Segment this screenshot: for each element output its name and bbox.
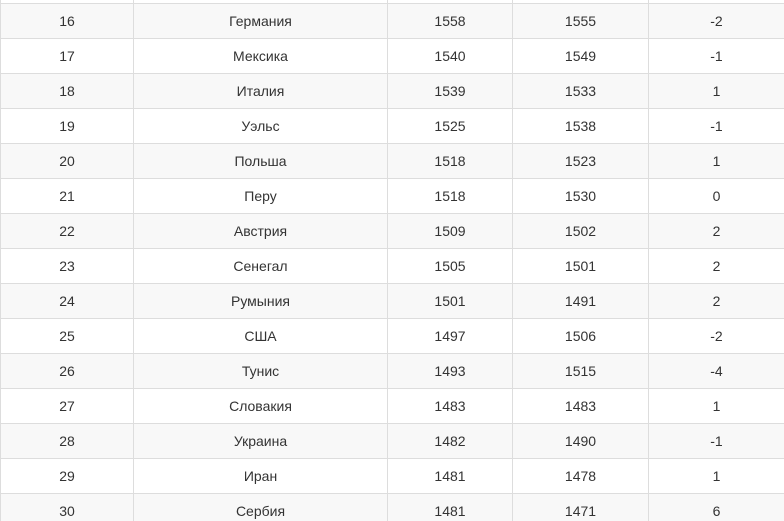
cell-change: 2 xyxy=(648,248,784,284)
cell-rating: 1481 xyxy=(387,458,513,494)
cell-rating: 1482 xyxy=(387,423,513,459)
cell-prev-rating: 1491 xyxy=(512,283,649,319)
cell-prev-rating: 1501 xyxy=(512,248,649,284)
cell-rating: 1509 xyxy=(387,213,513,249)
cell-prev-rating: 1523 xyxy=(512,143,649,179)
cell-rating: 1525 xyxy=(387,108,513,144)
table-row: 16 Германия 1558 1555 -2 xyxy=(0,3,784,39)
cell-prev-rating: 1515 xyxy=(512,353,649,389)
cell-change: 0 xyxy=(648,178,784,214)
cell-team: Германия xyxy=(133,3,388,39)
cell-rating: 1481 xyxy=(387,493,513,521)
cell-rank: 20 xyxy=(0,143,134,179)
cell-team: Перу xyxy=(133,178,388,214)
cell-prev-rating: 1538 xyxy=(512,108,649,144)
cell-rating: 1483 xyxy=(387,388,513,424)
cell-team: Иран xyxy=(133,458,388,494)
table-row: 23 Сенегал 1505 1501 2 xyxy=(0,248,784,284)
cell-change: -2 xyxy=(648,3,784,39)
cell-rank: 23 xyxy=(0,248,134,284)
cell-change: -1 xyxy=(648,108,784,144)
cell-rank: 24 xyxy=(0,283,134,319)
cell-prev-rating: 1502 xyxy=(512,213,649,249)
cell-rating: 1497 xyxy=(387,318,513,354)
cell-rank: 22 xyxy=(0,213,134,249)
table-row: 24 Румыния 1501 1491 2 xyxy=(0,283,784,319)
cell-change: 1 xyxy=(648,458,784,494)
cell-rank: 28 xyxy=(0,423,134,459)
cell-prev-rating: 1483 xyxy=(512,388,649,424)
cell-rating: 1540 xyxy=(387,38,513,74)
cell-rank: 26 xyxy=(0,353,134,389)
cell-rating: 1518 xyxy=(387,143,513,179)
cell-change: 1 xyxy=(648,73,784,109)
cell-change: -1 xyxy=(648,38,784,74)
cell-change: 2 xyxy=(648,283,784,319)
cell-team: Румыния xyxy=(133,283,388,319)
table-row: 27 Словакия 1483 1483 1 xyxy=(0,388,784,424)
cell-team: Мексика xyxy=(133,38,388,74)
cell-change: -1 xyxy=(648,423,784,459)
cell-team: Польша xyxy=(133,143,388,179)
cell-team: Италия xyxy=(133,73,388,109)
cell-rank: 25 xyxy=(0,318,134,354)
cell-team: Украина xyxy=(133,423,388,459)
table-row: 25 США 1497 1506 -2 xyxy=(0,318,784,354)
cell-rank: 21 xyxy=(0,178,134,214)
table-row: 19 Уэльс 1525 1538 -1 xyxy=(0,108,784,144)
cell-prev-rating: 1490 xyxy=(512,423,649,459)
cell-rank: 18 xyxy=(0,73,134,109)
table-row: 28 Украина 1482 1490 -1 xyxy=(0,423,784,459)
cell-change: 1 xyxy=(648,143,784,179)
cell-change: -2 xyxy=(648,318,784,354)
cell-change: 1 xyxy=(648,388,784,424)
table-row: 17 Мексика 1540 1549 -1 xyxy=(0,38,784,74)
cell-rank: 19 xyxy=(0,108,134,144)
cell-prev-rating: 1555 xyxy=(512,3,649,39)
cell-prev-rating: 1471 xyxy=(512,493,649,521)
cell-change: -4 xyxy=(648,353,784,389)
table-row: 29 Иран 1481 1478 1 xyxy=(0,458,784,494)
cell-team: Словакия xyxy=(133,388,388,424)
table-row: 30 Сербия 1481 1471 6 xyxy=(0,493,784,521)
cell-rank: 29 xyxy=(0,458,134,494)
cell-rating: 1493 xyxy=(387,353,513,389)
cell-rating: 1501 xyxy=(387,283,513,319)
cell-team: Сенегал xyxy=(133,248,388,284)
cell-rank: 17 xyxy=(0,38,134,74)
cell-prev-rating: 1549 xyxy=(512,38,649,74)
cell-team: Тунис xyxy=(133,353,388,389)
cell-change: 2 xyxy=(648,213,784,249)
cell-team: Уэльс xyxy=(133,108,388,144)
cell-rating: 1558 xyxy=(387,3,513,39)
cell-team: США xyxy=(133,318,388,354)
table-row: 21 Перу 1518 1530 0 xyxy=(0,178,784,214)
cell-team: Австрия xyxy=(133,213,388,249)
cell-rank: 30 xyxy=(0,493,134,521)
cell-change: 6 xyxy=(648,493,784,521)
cell-prev-rating: 1530 xyxy=(512,178,649,214)
table-row: 20 Польша 1518 1523 1 xyxy=(0,143,784,179)
cell-rating: 1505 xyxy=(387,248,513,284)
cell-rating: 1518 xyxy=(387,178,513,214)
cell-rating: 1539 xyxy=(387,73,513,109)
table-row: 26 Тунис 1493 1515 -4 xyxy=(0,353,784,389)
cell-prev-rating: 1506 xyxy=(512,318,649,354)
cell-rank: 16 xyxy=(0,3,134,39)
cell-prev-rating: 1533 xyxy=(512,73,649,109)
table-row: 22 Австрия 1509 1502 2 xyxy=(0,213,784,249)
cell-prev-rating: 1478 xyxy=(512,458,649,494)
cell-rank: 27 xyxy=(0,388,134,424)
table-row: 18 Италия 1539 1533 1 xyxy=(0,73,784,109)
cell-team: Сербия xyxy=(133,493,388,521)
